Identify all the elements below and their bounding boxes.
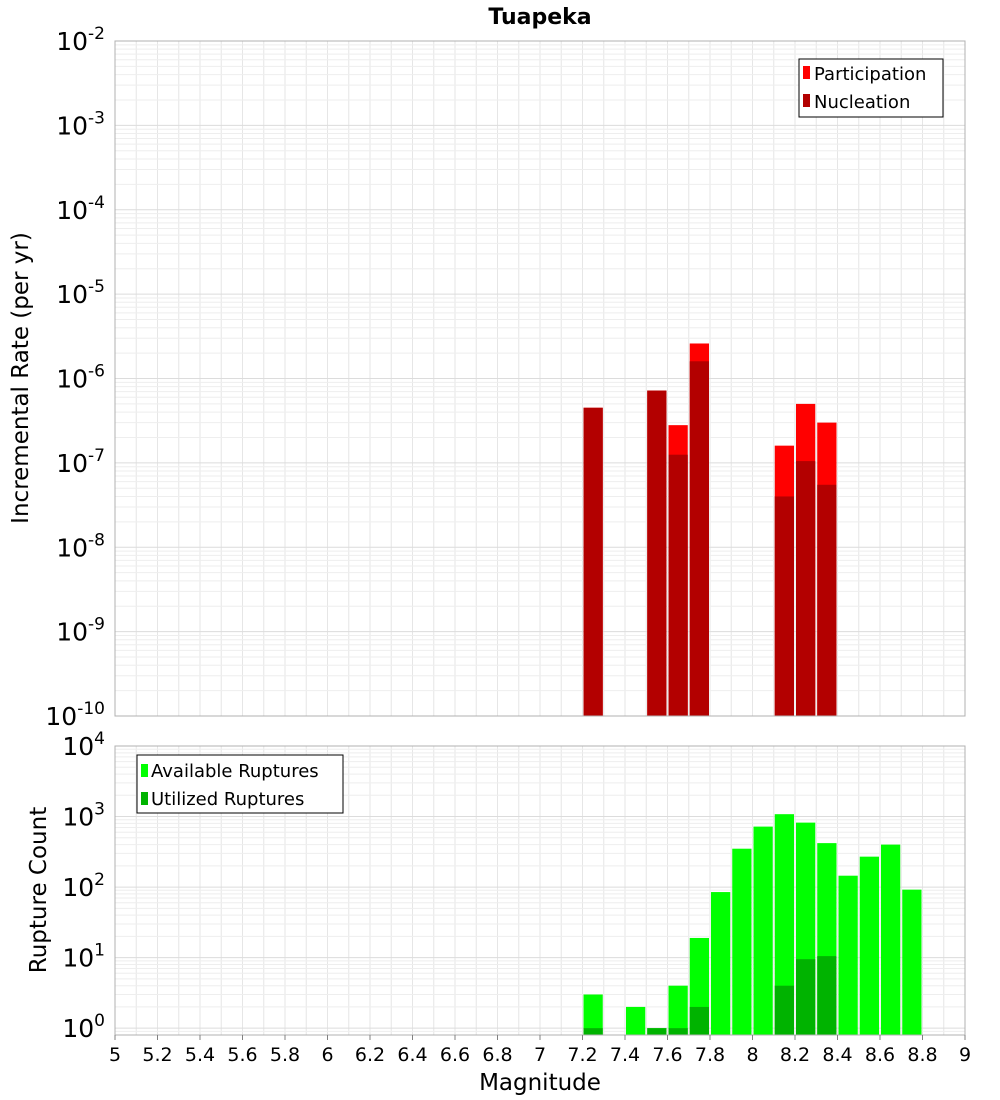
rate-bar-secondary [647, 390, 667, 716]
legend-swatch-participation [803, 66, 810, 79]
x-tick-label: 8 [746, 1044, 758, 1066]
legend-label-participation: Participation [814, 64, 926, 85]
count-bar-primary [859, 856, 879, 1035]
x-tick-label: 8.2 [780, 1044, 810, 1066]
y-tick-label-bottom: 101 [62, 941, 105, 973]
top-panel: 10-10 10-9 10-8 10-7 10-6 10-5 10-4 10-3 10-2 In… [8, 24, 966, 731]
x-tick-label: 5 [109, 1044, 121, 1066]
count-bar-primary [668, 985, 688, 1035]
y-tick-label-top: 10-2 [56, 24, 105, 56]
count-bar-secondary [817, 956, 837, 1035]
x-tick-label: 5.8 [270, 1044, 300, 1066]
x-tick-label: 6.8 [482, 1044, 512, 1066]
rate-bar-secondary [689, 361, 709, 716]
y-tick-label-top: 10-4 [56, 193, 105, 225]
top-grid [114, 40, 966, 717]
x-tick-label: 6 [321, 1044, 333, 1066]
x-tick-label: 9 [959, 1044, 971, 1066]
count-bar-secondary [689, 1006, 709, 1035]
y-tick-label-top: 10-9 [56, 615, 105, 647]
count-bar-primary [711, 892, 731, 1035]
y-tick-label-top: 10-6 [56, 362, 105, 394]
x-tick-label: 7 [534, 1044, 546, 1066]
count-bar-primary [838, 875, 858, 1035]
count-bar-secondary [668, 1028, 688, 1035]
rate-bar-secondary [668, 454, 688, 716]
x-tick-label: 5.2 [142, 1044, 172, 1066]
count-bar-primary [732, 848, 752, 1035]
count-bar-secondary [583, 1028, 603, 1035]
bottom-legend: Available Ruptures Utilized Ruptures [136, 754, 344, 814]
y-tick-label-top: 10-5 [56, 277, 105, 309]
rate-bar-secondary [583, 407, 603, 716]
count-bar-primary [902, 889, 922, 1035]
x-tick-label: 8.6 [865, 1044, 895, 1066]
x-tick-label: 7.8 [695, 1044, 725, 1066]
bottom-y-axis-label: Rupture Count [26, 807, 52, 973]
count-bar-primary [583, 994, 603, 1035]
legend-swatch-nucleation [803, 94, 810, 107]
top-legend-box [798, 58, 944, 118]
x-tick-label: 6.4 [397, 1044, 427, 1066]
x-tick-label: 7.4 [610, 1044, 640, 1066]
x-tick-label: 7.2 [567, 1044, 597, 1066]
top-y-axis-label: Incremental Rate (per yr) [8, 232, 34, 524]
bottom-bars [583, 814, 922, 1035]
count-bar-primary [753, 826, 773, 1035]
x-tick-label: 7.6 [652, 1044, 682, 1066]
count-bar-secondary [774, 985, 794, 1035]
legend-label-utilized: Utilized Ruptures [151, 789, 304, 810]
bottom-legend-box [136, 754, 344, 814]
x-tick-label: 8.8 [907, 1044, 937, 1066]
top-plot-border [114, 40, 966, 717]
count-bar-primary [881, 844, 901, 1035]
y-tick-label-top: 10-7 [56, 446, 105, 478]
legend-swatch-utilized [141, 792, 148, 805]
rate-bar-secondary [817, 484, 837, 716]
top-y-tick-labels: 10-10 10-9 10-8 10-7 10-6 10-5 10-4 10-3 10-2 [45, 24, 105, 731]
y-tick-label-bottom: 100 [62, 1011, 105, 1043]
y-tick-label-bottom: 104 [62, 729, 105, 761]
count-bar-secondary [796, 959, 816, 1035]
x-tick-label: 8.4 [822, 1044, 852, 1066]
top-bars [583, 343, 837, 716]
x-tick-label: 5.6 [227, 1044, 257, 1066]
bottom-panel: 100 101 102 103 104 5 5.2 5.4 5.6 5.8 6 6.2 6.4 6.6 6… [26, 729, 971, 1096]
x-tick-label: 6.2 [355, 1044, 385, 1066]
y-tick-label-top: 10-3 [56, 108, 105, 140]
count-bar-primary [626, 1006, 646, 1035]
rate-bar-secondary [774, 496, 794, 716]
x-tick-label: 5.4 [185, 1044, 215, 1066]
legend-swatch-available [141, 764, 148, 777]
y-tick-label-top: 10-10 [45, 699, 105, 731]
x-tick-label: 6.6 [440, 1044, 470, 1066]
count-bar-secondary [647, 1028, 667, 1035]
count-bar-primary [774, 814, 794, 1035]
top-legend: Participation Nucleation [798, 58, 944, 118]
legend-label-available: Available Ruptures [151, 761, 319, 782]
y-tick-label-top: 10-8 [56, 530, 105, 562]
chart-title: Tuapeka [488, 5, 591, 30]
y-tick-label-bottom: 102 [62, 870, 105, 902]
bottom-x-tick-labels: 5 5.2 5.4 5.6 5.8 6 6.2 6.4 6.6 6.8 7 7.2 7.4 7.6 7.8 8… [109, 1035, 971, 1066]
bottom-y-tick-labels: 100 101 102 103 104 [62, 729, 105, 1043]
y-tick-label-bottom: 103 [62, 800, 105, 832]
x-axis-label: Magnitude [479, 1070, 601, 1096]
rate-bar-secondary [796, 461, 816, 716]
legend-label-nucleation: Nucleation [814, 92, 910, 113]
